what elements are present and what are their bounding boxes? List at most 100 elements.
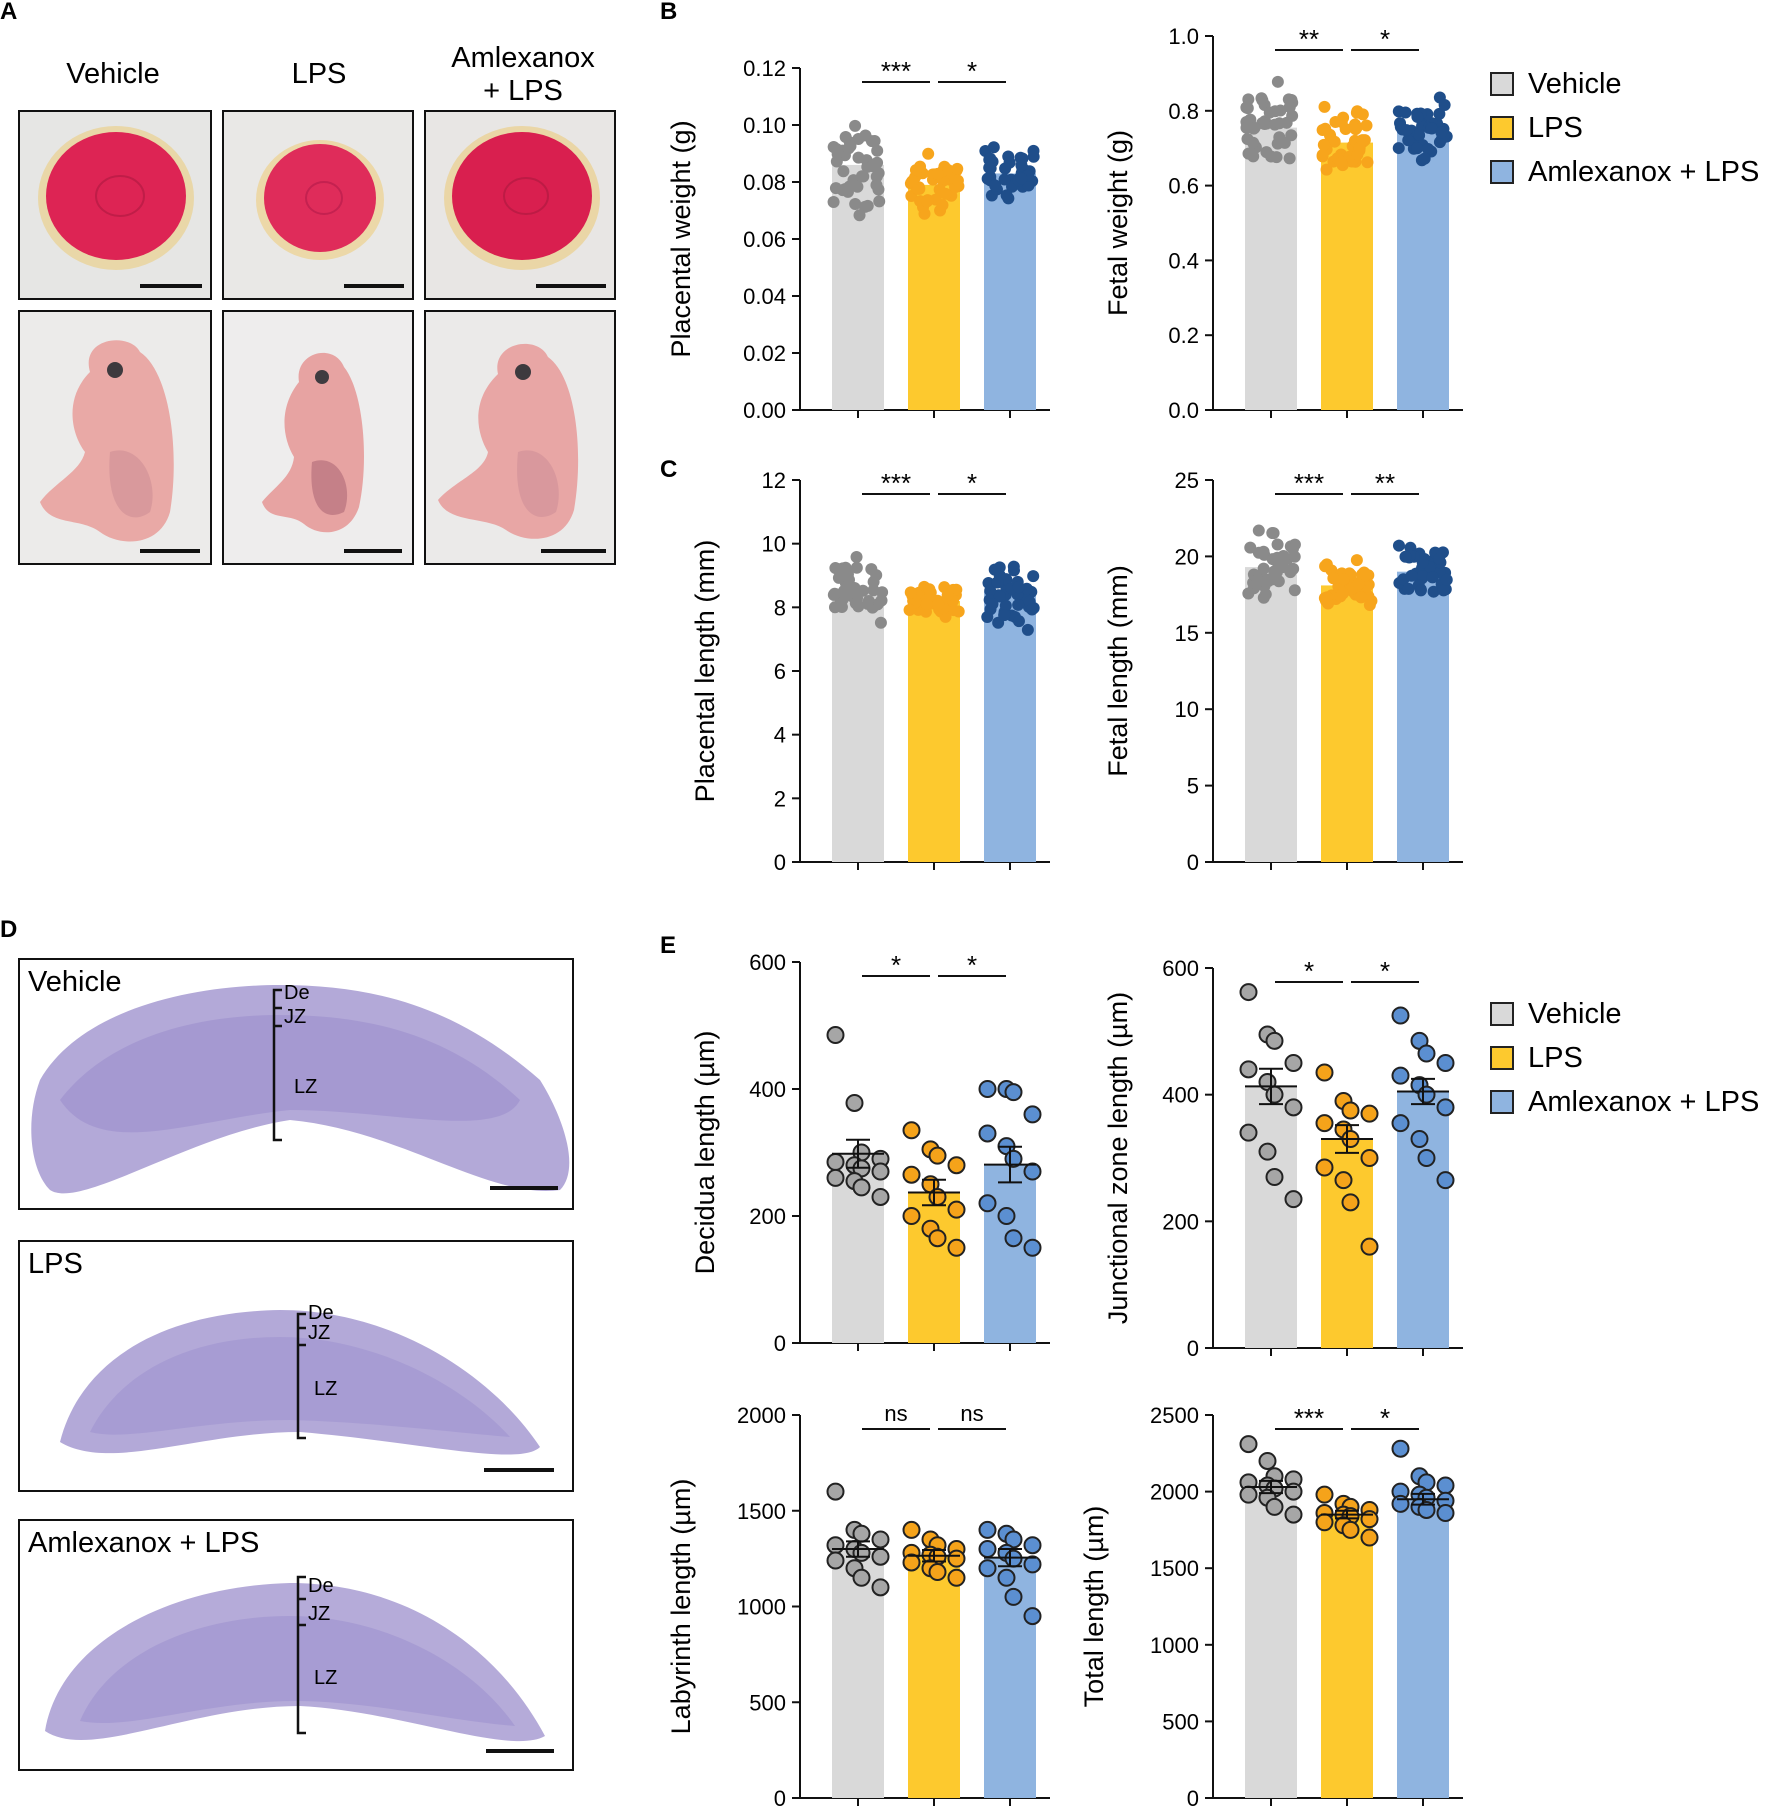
legend-swatch (1490, 1090, 1514, 1114)
data-point (1026, 603, 1039, 616)
legend-item-lps: LPS (1490, 106, 1759, 150)
y-tick-label: 0 (1187, 1786, 1199, 1811)
data-point (987, 141, 1000, 154)
data-point (998, 609, 1011, 622)
data-point (978, 1520, 997, 1539)
data-point (920, 597, 933, 610)
y-tick-label: 400 (1162, 1083, 1199, 1108)
data-point (1359, 569, 1372, 582)
y-tick-label: 0.10 (743, 113, 786, 138)
data-point (1319, 560, 1332, 573)
fetus-photo-vehicle (18, 310, 212, 565)
data-point (1023, 1238, 1042, 1257)
significance-label: *** (881, 468, 911, 498)
scale-bar (490, 1186, 558, 1190)
data-point (1316, 149, 1329, 162)
data-point (842, 142, 855, 155)
data-point (989, 179, 1002, 192)
data-point (1436, 1171, 1455, 1190)
data-point (1023, 1555, 1042, 1574)
data-point (827, 196, 840, 209)
data-point (1317, 138, 1330, 151)
placenta-photo-vehicle (18, 110, 212, 300)
data-point (1284, 1098, 1303, 1117)
data-point (1284, 1190, 1303, 1209)
data-point (902, 1121, 921, 1140)
y-tick-label: 0.04 (743, 284, 786, 309)
data-point (1315, 1485, 1334, 1504)
column-label-lps: LPS (291, 58, 347, 90)
data-point (1004, 1083, 1023, 1102)
significance-label: * (891, 950, 901, 980)
significance-label: ns (960, 1401, 983, 1426)
significance-label: *** (1294, 1403, 1324, 1433)
data-point (871, 144, 884, 157)
data-point (1416, 556, 1429, 569)
y-tick-label: 0.6 (1168, 174, 1199, 199)
data-point (1416, 570, 1429, 583)
data-point (1265, 1497, 1284, 1516)
panel-letter-b: B (660, 0, 678, 25)
data-point (832, 571, 845, 584)
y-axis-label: Labyrinth length (µm) (666, 1479, 696, 1735)
data-point (1284, 1482, 1303, 1501)
data-point (1277, 550, 1290, 563)
data-point (1433, 552, 1446, 565)
data-point (1259, 588, 1272, 601)
data-point (923, 583, 936, 596)
y-axis-label: Decidua length (µm) (690, 1031, 720, 1275)
data-point (872, 183, 885, 196)
data-point (1417, 1044, 1436, 1063)
y-tick-label: 8 (774, 595, 786, 620)
data-point (1284, 1054, 1303, 1072)
data-point (1284, 1505, 1303, 1524)
data-point (1287, 562, 1300, 575)
data-point (1242, 587, 1255, 600)
data-point (1242, 93, 1255, 106)
y-tick-label: 5 (1187, 774, 1199, 799)
y-tick-label: 0 (774, 850, 786, 875)
y-tick-label: 0.02 (743, 341, 786, 366)
data-point (853, 209, 866, 222)
zone-label-lz: LZ (294, 1076, 318, 1098)
data-point (1315, 1513, 1334, 1532)
data-point (1440, 573, 1453, 586)
y-tick-label: 1000 (1150, 1633, 1199, 1658)
y-axis-label: Total length (µm) (1079, 1506, 1109, 1708)
y-tick-label: 400 (749, 1077, 786, 1102)
data-point (1027, 150, 1040, 163)
data-point (978, 1194, 997, 1213)
data-point (852, 1178, 871, 1197)
data-point (868, 135, 881, 148)
scale-bar (344, 284, 404, 288)
data-point (826, 1026, 845, 1045)
data-point (993, 590, 1006, 603)
data-point (1288, 584, 1301, 597)
data-point (1318, 592, 1331, 605)
data-point (848, 581, 861, 594)
data-point (1405, 569, 1418, 582)
data-point (1271, 75, 1284, 88)
legend-label: LPS (1528, 1041, 1583, 1074)
bar-lps (908, 1555, 960, 1798)
data-point (1252, 546, 1265, 559)
data-point (837, 165, 850, 178)
significance-label: ** (1299, 24, 1319, 54)
y-tick-label: 2000 (737, 1403, 786, 1428)
histology-section-lps: LPS De JZ LZ (18, 1240, 574, 1492)
bar-amlexanox-lps (984, 173, 1036, 410)
y-axis-label: Placental weight (g) (666, 120, 696, 357)
y-tick-label: 600 (749, 950, 786, 975)
histology-label: LPS (28, 1248, 83, 1280)
bar-amlexanox-lps (1397, 129, 1449, 410)
significance-label: * (967, 468, 977, 498)
data-point (1004, 1587, 1023, 1606)
histology-label: Vehicle (28, 966, 122, 998)
y-tick-label: 10 (762, 532, 786, 557)
y-tick-label: 0.08 (743, 170, 786, 195)
data-point (1239, 1435, 1258, 1454)
y-tick-label: 0 (774, 1331, 786, 1356)
data-point (1360, 1528, 1379, 1547)
